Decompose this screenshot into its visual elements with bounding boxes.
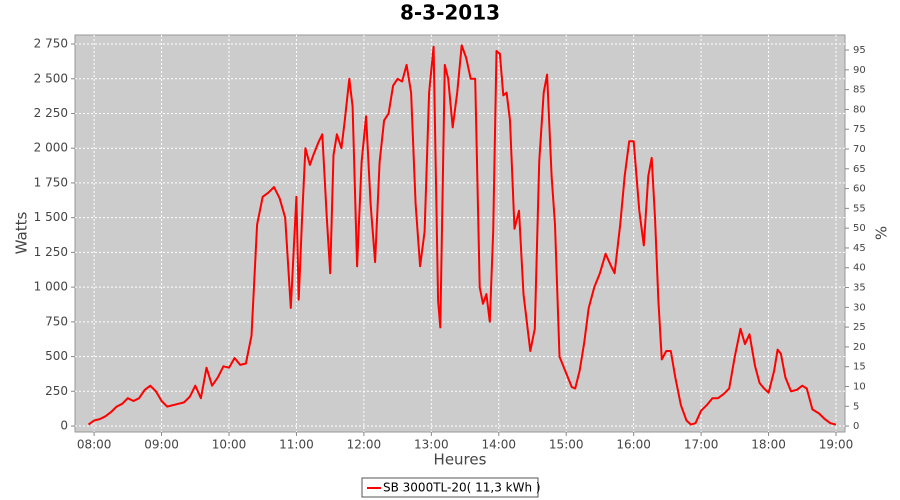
y2-tick-label: 30: [853, 302, 866, 313]
y2-tick-label: 90: [853, 65, 866, 76]
y2-tick-label: 45: [853, 243, 866, 254]
y2-tick-label: 55: [853, 203, 866, 214]
y-tick-label: 500: [45, 349, 68, 363]
y-tick-label: 1 000: [34, 280, 68, 294]
x-tick-label: 14:00: [481, 438, 516, 452]
x-tick-label: 15:00: [549, 438, 584, 452]
y2-tick-label: 70: [853, 144, 866, 155]
x-tick-label: 16:00: [616, 438, 651, 452]
y2-tick-label: 85: [853, 85, 866, 96]
y2-tick-label: 60: [853, 184, 866, 195]
legend-label: SB 3000TL-20( 11,3 kWh ): [383, 481, 541, 495]
x-tick-label: 18:00: [751, 438, 786, 452]
y-tick-label: 1 500: [34, 210, 68, 224]
y-tick-label: 2 000: [34, 141, 68, 155]
legend-box: [361, 477, 539, 498]
y2-tick-label: 5: [853, 401, 859, 412]
y-tick-label: 250: [45, 384, 68, 398]
y-tick-label: 0: [60, 419, 68, 433]
y2-tick-label: 35: [853, 283, 866, 294]
plot-area: [74, 34, 846, 433]
y-tick-label: 1 750: [34, 175, 68, 189]
y2-tick-label: 10: [853, 381, 866, 392]
y2-tick-label: 15: [853, 362, 866, 373]
x-axis-label: Heures: [434, 451, 487, 469]
y2-tick-label: 50: [853, 223, 866, 234]
x-tick-label: 19:00: [819, 438, 854, 452]
x-tick-label: 10:00: [212, 438, 247, 452]
y2-tick-label: 95: [853, 45, 866, 56]
y2-tick-label: 75: [853, 124, 866, 135]
x-tick-label: 17:00: [684, 438, 719, 452]
y-tick-label: 2 500: [34, 71, 68, 85]
x-tick-label: 08:00: [77, 438, 112, 452]
chart-title: 8-3-2013: [400, 1, 500, 25]
y2-tick-label: 25: [853, 322, 866, 333]
y-tick-label: 1 250: [34, 245, 68, 259]
marks: [87, 44, 837, 426]
x-tick-label: 11:00: [279, 438, 314, 452]
y2-tick-label: 80: [853, 104, 866, 115]
x-tick-label: 13:00: [414, 438, 449, 452]
series-line: [87, 44, 837, 426]
y2-tick-label: 0: [853, 421, 859, 432]
y-tick-label: 2 750: [34, 37, 68, 51]
y2-axis-label: %: [873, 226, 891, 240]
y2-tick-label: 40: [853, 263, 866, 274]
y2-tick-label: 65: [853, 164, 866, 175]
x-tick-label: 09:00: [144, 438, 179, 452]
y2-tick-label: 20: [853, 342, 866, 353]
y-tick-label: 750: [45, 314, 68, 328]
legend: SB 3000TL-20( 11,3 kWh ): [361, 477, 541, 498]
x-tick-label: 12:00: [347, 438, 382, 452]
y-axis-label: Watts: [13, 212, 31, 255]
y-tick-label: 2 250: [34, 106, 68, 120]
